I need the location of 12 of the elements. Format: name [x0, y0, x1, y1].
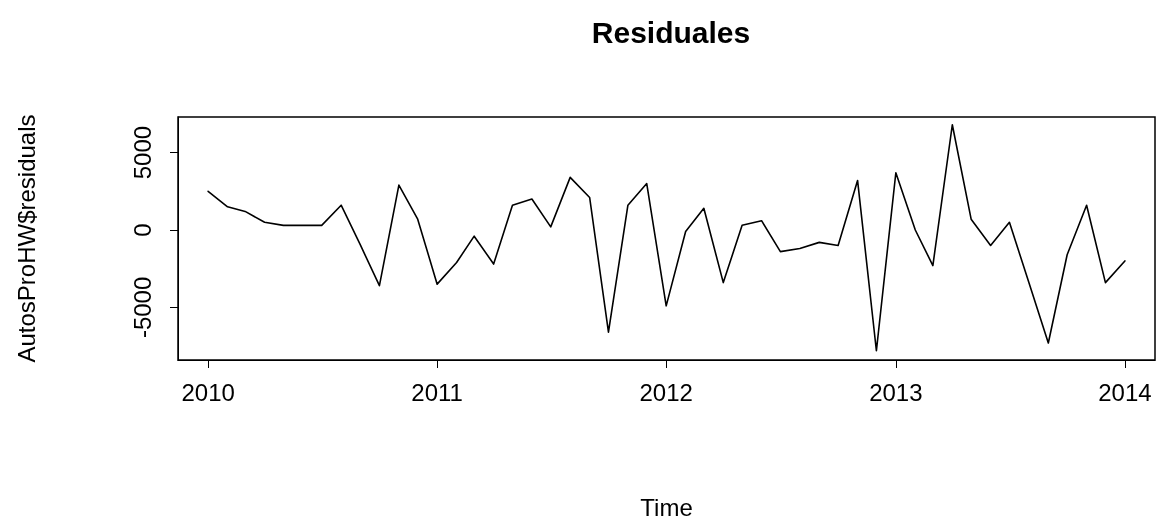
y-tick-label: 5000 — [128, 125, 156, 180]
y-tick-label: 0 — [128, 223, 156, 237]
x-tick-label: 2011 — [411, 378, 463, 406]
x-tick-label: 2010 — [181, 378, 235, 406]
line-series — [207, 123, 1126, 352]
x-axis-title: Time — [640, 493, 693, 521]
x-tick-label: 2012 — [639, 378, 693, 406]
chart-title: Residuales — [591, 15, 751, 49]
x-tick-label: 2013 — [869, 378, 923, 406]
x-tick-label: 2014 — [1098, 378, 1152, 406]
y-axis-title: AutosProHW$residuals — [12, 114, 40, 363]
y-tick-label: -5000 — [128, 276, 156, 339]
